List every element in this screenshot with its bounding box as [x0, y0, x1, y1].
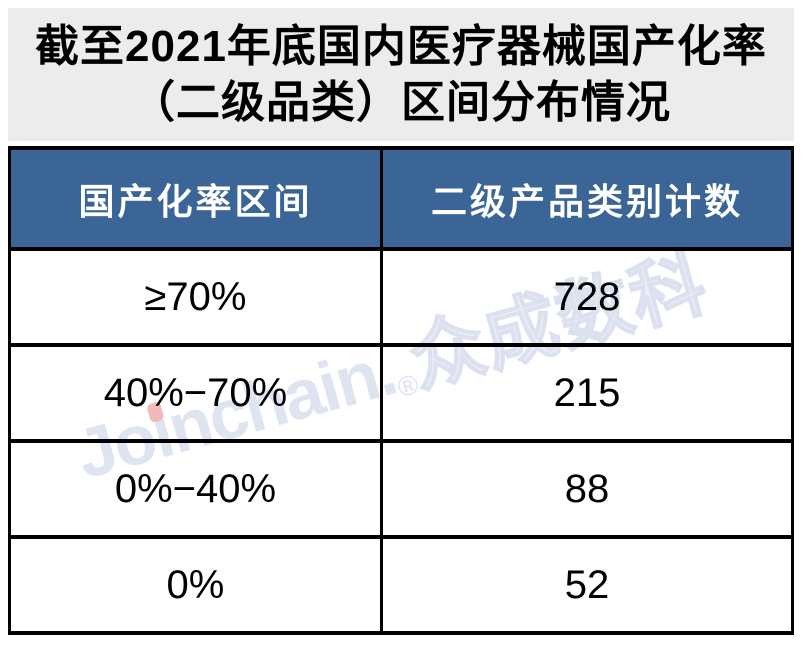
table-header-row: 国产化率区间 二级产品类别计数 — [8, 146, 795, 251]
title-block: 截至2021年底国内医疗器械国产化率 （二级品类）区间分布情况 — [8, 8, 794, 141]
localization-rate-table: 国产化率区间 二级产品类别计数 ≥70% 728 40%−70% 215 0%−… — [8, 146, 795, 635]
range-column-header: 国产化率区间 — [8, 146, 383, 251]
range-cell: ≥70% — [8, 247, 383, 347]
count-cell: 728 — [379, 247, 795, 347]
page-title-line1: 截至2021年底国内医疗器械国产化率 — [35, 21, 767, 71]
count-cell: 88 — [379, 439, 795, 539]
table-row: 0% 52 — [8, 535, 795, 635]
table-row: 0%−40% 88 — [8, 439, 795, 539]
count-cell: 215 — [379, 343, 795, 443]
page-title-line2: （二级品类）区间分布情况 — [131, 77, 671, 127]
count-column-header: 二级产品类别计数 — [379, 146, 795, 251]
range-cell: 40%−70% — [8, 343, 383, 443]
table-row: ≥70% 728 — [8, 247, 795, 347]
range-cell: 0% — [8, 535, 383, 635]
count-cell: 52 — [379, 535, 795, 635]
range-cell: 0%−40% — [8, 439, 383, 539]
table-row: 40%−70% 215 — [8, 343, 795, 443]
